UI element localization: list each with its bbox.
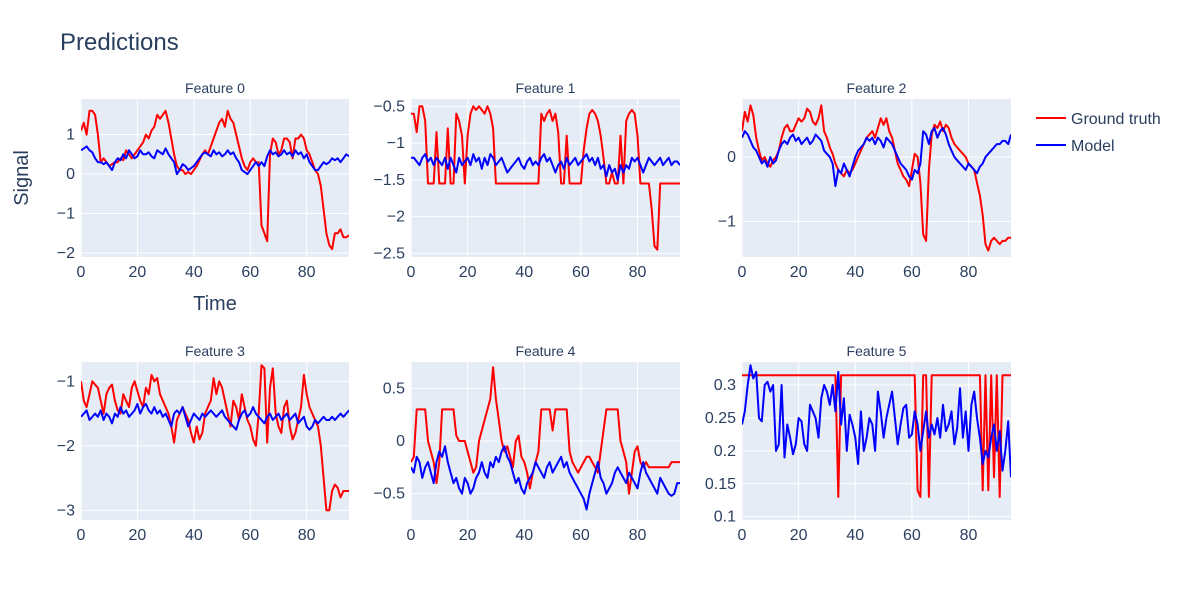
x-tick-label: 60: [241, 527, 259, 544]
x-tick-label: 60: [903, 527, 921, 544]
y-tick-label: 0.15: [705, 476, 736, 493]
y-tick-label: 0.2: [714, 443, 736, 460]
subplot-feature-2: 0 20 40 60 80 −1 0 Feature 2: [718, 80, 1011, 281]
x-tick-label: 80: [629, 264, 647, 281]
x-tick-label: 0: [77, 264, 86, 281]
y-tick-label: −1: [387, 135, 405, 152]
x-tick-label: 20: [129, 264, 147, 281]
legend-label-ground-truth: Ground truth: [1071, 111, 1161, 128]
x-tick-label: 40: [846, 527, 864, 544]
y-tick-label: 0.5: [383, 380, 405, 397]
y-tick-label: −2: [57, 245, 75, 262]
y-tick-label: 0.1: [714, 509, 736, 526]
x-tick-label: 40: [185, 264, 203, 281]
x-tick-label: 40: [846, 264, 864, 281]
legend-item-model[interactable]: Model: [1036, 138, 1115, 155]
series-line-model: [81, 402, 349, 431]
series-line-ground-truth: [742, 104, 1011, 252]
x-tick-label: 0: [738, 527, 747, 544]
x-tick-label: 20: [790, 527, 808, 544]
subplot-feature-5: 0 20 40 60 80 0.1 0.15 0.2 0.25 0.3 Feature 5: [705, 343, 1011, 544]
y-tick-label: −0.5: [373, 486, 405, 503]
x-tick-label: 40: [515, 264, 533, 281]
series-line-ground-truth: [742, 374, 1011, 498]
y-tick-label: 0: [727, 149, 736, 166]
y-tick-label: 0.3: [714, 377, 736, 394]
x-axis-title: Time: [193, 293, 237, 315]
x-tick-label: 0: [77, 527, 86, 544]
series-line-ground-truth: [411, 366, 680, 495]
x-tick-label: 20: [129, 527, 147, 544]
y-tick-label: 0: [66, 166, 75, 183]
plot-background: [742, 99, 1011, 257]
y-tick-label: −2: [387, 209, 405, 226]
subplot-grid: 0 20 40 60 80 −2 −1 0 1 Feature 0 0 20 40 60 80 −2.5 −2 −…: [57, 80, 1011, 544]
subplot-feature-1: 0 20 40 60 80 −2.5 −2 −1.5 −1 −0.5 Feature 1: [373, 80, 680, 281]
x-tick-label: 20: [459, 264, 477, 281]
x-tick-label: 60: [572, 264, 590, 281]
y-tick-label: 1: [66, 127, 75, 144]
y-tick-label: −3: [57, 502, 75, 519]
x-tick-label: 80: [298, 527, 316, 544]
y-axis-title: Signal: [11, 150, 33, 206]
x-tick-label: 80: [960, 527, 978, 544]
plot-background: [81, 99, 349, 257]
x-tick-label: 60: [903, 264, 921, 281]
subplot-title: Feature 3: [185, 343, 245, 359]
legend: Ground truth Model: [1036, 111, 1161, 155]
x-tick-label: 0: [407, 264, 416, 281]
y-tick-label: −1: [57, 206, 75, 223]
y-tick-label: 0: [396, 433, 405, 450]
x-tick-label: 40: [515, 527, 533, 544]
y-tick-label: −1: [57, 373, 75, 390]
y-tick-label: −2: [57, 438, 75, 455]
series-line-ground-truth: [411, 105, 680, 251]
subplot-title: Feature 5: [847, 343, 907, 359]
series-line-model: [411, 445, 680, 511]
subplot-feature-0: 0 20 40 60 80 −2 −1 0 1 Feature 0: [57, 80, 349, 281]
x-tick-label: 80: [629, 527, 647, 544]
y-tick-label: −1.5: [373, 172, 405, 189]
x-tick-label: 80: [298, 264, 316, 281]
subplot-feature-4: 0 20 40 60 80 −0.5 0 0.5 Feature 4: [373, 343, 680, 544]
x-tick-label: 20: [790, 264, 808, 281]
x-tick-label: 40: [185, 527, 203, 544]
x-tick-label: 60: [572, 527, 590, 544]
series-line-ground-truth: [81, 109, 349, 251]
x-tick-label: 0: [738, 264, 747, 281]
series-line-model: [742, 364, 1011, 478]
series-line-model: [742, 127, 1011, 188]
x-tick-label: 60: [241, 264, 259, 281]
legend-label-model: Model: [1071, 138, 1115, 155]
series-line-model: [411, 153, 680, 181]
y-tick-label: −0.5: [373, 98, 405, 115]
subplot-feature-3: 0 20 40 60 80 −3 −2 −1 Feature 3: [57, 343, 349, 544]
subplot-title: Feature 0: [185, 80, 245, 96]
figure-title: Predictions: [60, 29, 179, 56]
series-line-model: [81, 145, 349, 176]
x-tick-label: 80: [960, 264, 978, 281]
x-tick-label: 20: [459, 527, 477, 544]
subplot-title: Feature 1: [516, 80, 576, 96]
y-tick-label: −2.5: [373, 245, 405, 262]
y-tick-label: 0.25: [705, 410, 736, 427]
y-tick-label: −1: [718, 214, 736, 231]
series-line-ground-truth: [81, 364, 349, 512]
legend-item-ground-truth[interactable]: Ground truth: [1036, 111, 1161, 128]
subplot-title: Feature 4: [516, 343, 576, 359]
x-tick-label: 0: [407, 527, 416, 544]
subplot-title: Feature 2: [847, 80, 907, 96]
